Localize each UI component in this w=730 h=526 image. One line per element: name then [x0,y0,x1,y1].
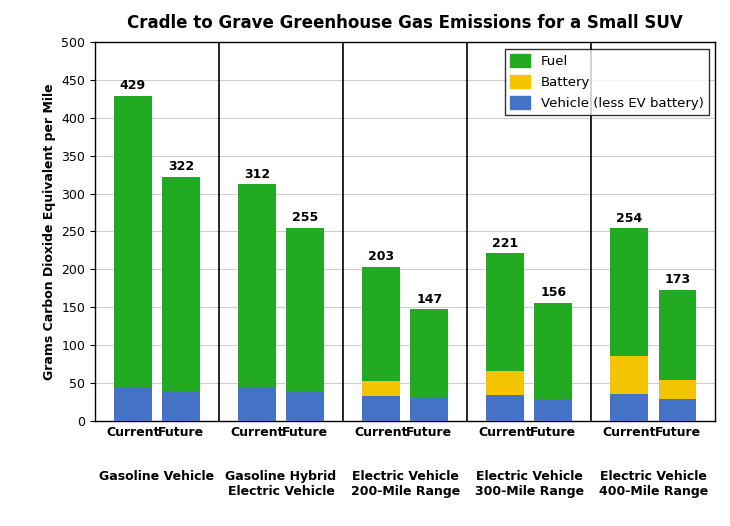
Bar [610,357,648,394]
Bar [162,390,200,421]
Text: 255: 255 [292,211,318,224]
Bar [658,399,696,421]
Text: Gasoline Vehicle: Gasoline Vehicle [99,470,215,483]
Bar [410,309,448,398]
Bar [486,395,524,421]
Bar [114,388,152,421]
Bar [534,399,572,421]
Bar [658,290,696,380]
Bar [362,381,400,396]
Text: Electric Vehicle
200-Mile Range: Electric Vehicle 200-Mile Range [350,470,460,498]
Bar [410,398,448,421]
Bar [238,388,276,421]
Bar [238,185,276,388]
Text: 221: 221 [492,237,518,250]
Text: 312: 312 [244,168,270,181]
Bar [610,228,648,357]
Bar [286,228,324,392]
Text: Electric Vehicle
300-Mile Range: Electric Vehicle 300-Mile Range [474,470,584,498]
Bar [658,380,696,399]
Text: 156: 156 [540,286,566,299]
Title: Cradle to Grave Greenhouse Gas Emissions for a Small SUV: Cradle to Grave Greenhouse Gas Emissions… [127,14,683,32]
Bar [362,267,400,381]
Text: 322: 322 [168,160,194,173]
Bar [486,371,524,395]
Bar [362,396,400,421]
Text: Electric Vehicle
400-Mile Range: Electric Vehicle 400-Mile Range [599,470,708,498]
Bar [486,254,524,371]
Text: 173: 173 [664,273,691,286]
Text: 147: 147 [416,292,442,306]
Bar [162,177,200,390]
Bar [114,96,152,388]
Text: Gasoline Hybrid
Electric Vehicle: Gasoline Hybrid Electric Vehicle [226,470,337,498]
Text: 429: 429 [120,79,146,92]
Y-axis label: Grams Carbon Dioxide Equivalent per Mile: Grams Carbon Dioxide Equivalent per Mile [42,83,55,380]
Text: 254: 254 [616,211,642,225]
Text: 203: 203 [368,250,394,263]
Bar [286,392,324,421]
Legend: Fuel, Battery, Vehicle (less EV battery): Fuel, Battery, Vehicle (less EV battery) [505,49,709,115]
Bar [534,302,572,399]
Bar [610,394,648,421]
